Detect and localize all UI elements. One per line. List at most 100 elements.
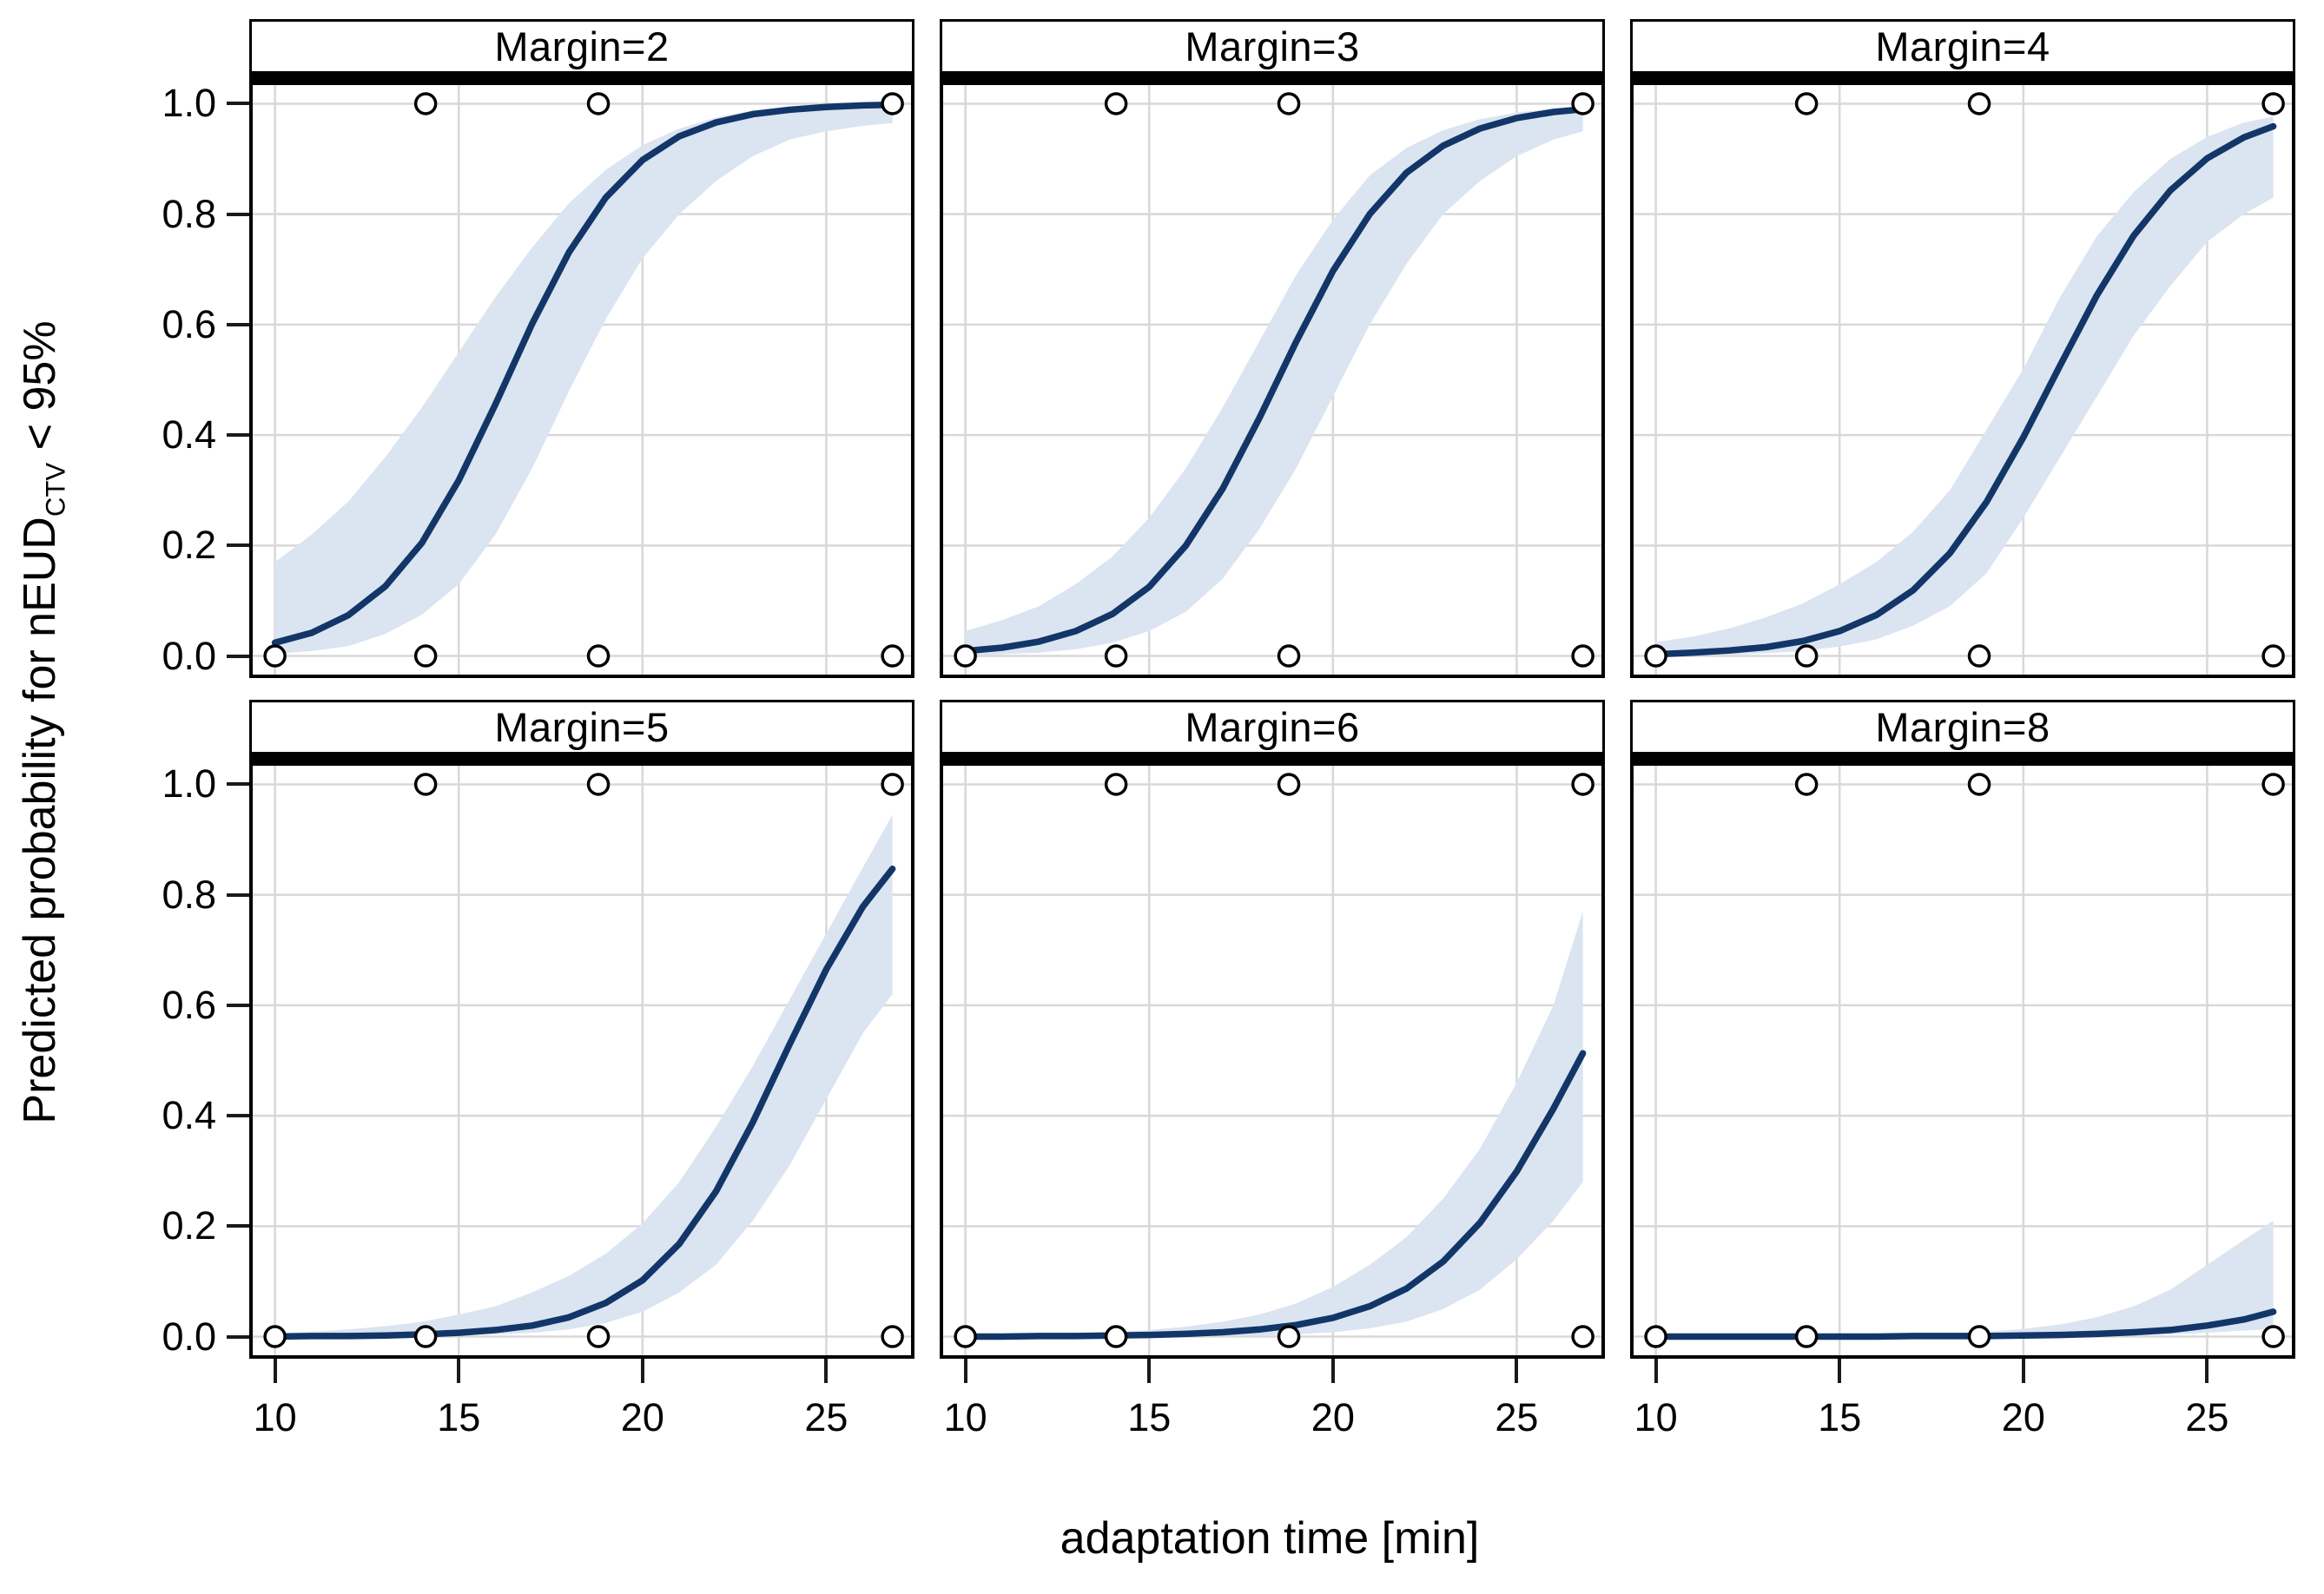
strip-divider (940, 74, 1605, 82)
x-tick-label: 20 (1311, 1395, 1355, 1439)
y-tick-mark (227, 654, 249, 658)
observed-point (1277, 644, 1301, 668)
confidence-band (1655, 1220, 2274, 1337)
fit-curve (961, 106, 1587, 655)
x-tick-mark (963, 1359, 967, 1383)
observed-point (586, 644, 611, 668)
observed-point (1794, 1325, 1819, 1348)
observed-point (2261, 773, 2285, 796)
y-tick-label: 0.2 (162, 523, 216, 568)
panel-plot (249, 762, 914, 1359)
panel-strip: Margin=3 (940, 19, 1605, 74)
panel-strip: Margin=8 (1630, 700, 2295, 754)
observed-point (954, 644, 977, 668)
y-tick-mark (227, 322, 249, 326)
x-tick-mark (273, 1359, 277, 1383)
observed-point (1794, 92, 1819, 115)
y-axis-title-post: < 95% (15, 320, 65, 463)
fit-curve (271, 101, 896, 647)
observed-point (263, 1325, 287, 1348)
y-tick-label: 0.4 (162, 412, 216, 458)
y-tick-mark (227, 212, 249, 216)
panel-border (249, 762, 914, 1359)
observed-point (881, 644, 904, 668)
x-tick-label: 15 (437, 1395, 481, 1439)
fit-curve (1652, 122, 2277, 658)
strip-divider (940, 754, 1605, 762)
y-tick-mark (227, 543, 249, 548)
observed-point (413, 1325, 438, 1348)
observed-point (1571, 644, 1594, 668)
y-axis-title-pre: Predicted probability for nEUD (15, 517, 65, 1124)
observed-point (586, 773, 611, 796)
panel-strip-label: Margin=6 (1185, 704, 1360, 750)
x-tick-label: 25 (1495, 1395, 1539, 1439)
panel-border (940, 762, 1605, 1359)
observed-point (1104, 773, 1128, 796)
observed-point (1571, 92, 1594, 115)
y-tick-label: 0.6 (162, 301, 216, 346)
confidence-band (274, 814, 893, 1337)
observed-point (1967, 773, 1991, 796)
y-tick-label: 1.0 (162, 761, 216, 807)
observed-point (586, 1325, 611, 1348)
strip-divider (1630, 74, 2295, 82)
y-tick-label: 0.0 (162, 633, 216, 678)
observed-point (881, 92, 904, 115)
panel-strip: Margin=2 (249, 19, 914, 74)
observed-point (1644, 1325, 1667, 1348)
y-tick-mark (227, 1224, 249, 1228)
panel-strip-label: Margin=3 (1185, 23, 1360, 69)
observed-point (1104, 644, 1128, 668)
y-tick-label: 0.4 (162, 1093, 216, 1138)
observed-point (1967, 644, 1991, 668)
y-tick-mark (227, 1003, 249, 1007)
x-tick-label: 10 (253, 1395, 297, 1439)
x-tick-mark (1654, 1359, 1658, 1383)
observed-point (1277, 773, 1301, 796)
y-tick-mark (227, 433, 249, 438)
y-tick-label: 0.8 (162, 191, 216, 236)
observed-point (1277, 92, 1301, 115)
observed-point (2261, 92, 2285, 115)
y-tick-mark (227, 893, 249, 897)
x-tick-label: 15 (1127, 1395, 1172, 1439)
x-tick-mark (2205, 1359, 2209, 1383)
observed-point (263, 644, 287, 668)
y-tick-label: 1.0 (162, 81, 216, 126)
panel-plot (1630, 82, 2295, 678)
panel-strip-label: Margin=2 (494, 23, 670, 69)
observed-point (881, 773, 904, 796)
y-tick-mark (227, 782, 249, 787)
x-tick-mark (1147, 1359, 1152, 1383)
panel-strip: Margin=4 (1630, 19, 2295, 74)
observed-point (1277, 1325, 1301, 1348)
y-tick-mark (227, 1114, 249, 1118)
y-axis-title-subscript: CTV (40, 462, 71, 517)
y-tick-label: 0.2 (162, 1203, 216, 1248)
observed-point (1967, 92, 1991, 115)
x-tick-label: 10 (943, 1395, 987, 1439)
observed-point (1967, 1325, 1991, 1348)
observed-point (1104, 92, 1128, 115)
fit-curve (271, 866, 896, 1340)
y-axis-title: Predicted probability for nEUDCTV < 95% (14, 320, 71, 1123)
panel-strip-label: Margin=4 (1875, 23, 2050, 69)
x-tick-label: 25 (804, 1395, 848, 1439)
observed-point (413, 644, 438, 668)
y-tick-label: 0.0 (162, 1314, 216, 1359)
x-tick-label: 25 (2185, 1395, 2229, 1439)
panel-plot (1630, 762, 2295, 1359)
x-tick-mark (457, 1359, 461, 1383)
observed-point (1794, 644, 1819, 668)
observed-point (2261, 1325, 2285, 1348)
x-tick-label: 10 (1634, 1395, 1678, 1439)
y-tick-label: 0.8 (162, 872, 216, 917)
observed-point (413, 773, 438, 796)
panel-border (1630, 762, 2295, 1359)
observed-point (954, 1325, 977, 1348)
x-axis-title: adaptation time [min] (1060, 1513, 1480, 1564)
x-tick-mark (640, 1359, 644, 1383)
x-tick-label: 20 (620, 1395, 664, 1439)
